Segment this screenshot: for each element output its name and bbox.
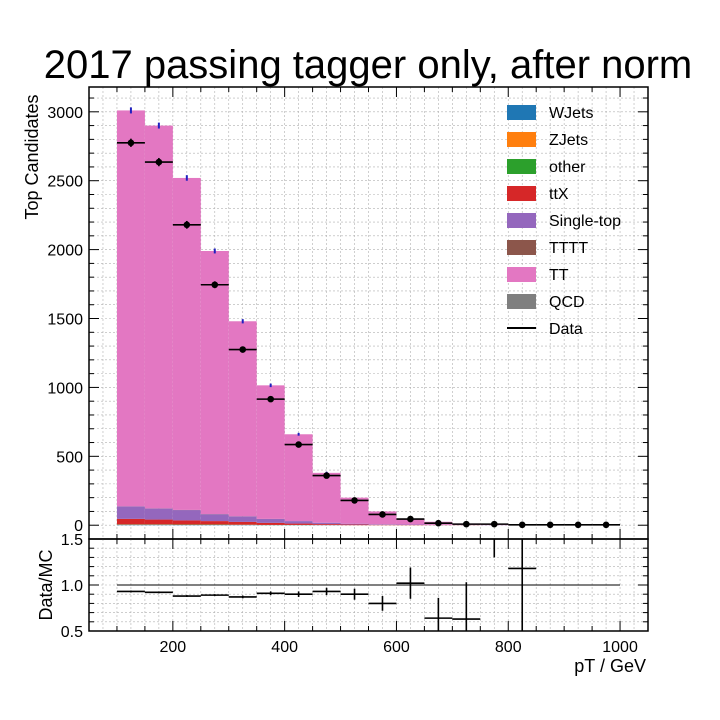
chart-title: 2017 passing tagger only, after norm <box>44 43 693 87</box>
bar-tt <box>200 250 229 515</box>
ratio-y-tick-label: 1.0 <box>61 578 83 595</box>
bar-single-top <box>172 510 201 521</box>
main-stacked-bars <box>116 110 621 526</box>
main-data-points <box>116 138 621 529</box>
legend-swatch-wjets <box>507 105 536 120</box>
x-axis-label: pT / GeV <box>574 656 646 676</box>
data-point <box>518 521 526 529</box>
bar-tt <box>284 434 313 522</box>
data-point <box>183 221 191 229</box>
legend-label-tttt: TTTT <box>549 240 588 257</box>
main-y-tick-label: 2000 <box>47 243 83 260</box>
bar-ttx <box>312 524 341 526</box>
legend-swatch-qcd <box>507 294 536 309</box>
main-mc-uncertainty <box>129 107 328 474</box>
ratio-data-points <box>116 539 537 631</box>
bar-ttx <box>228 521 257 525</box>
bar-single-top <box>228 516 257 522</box>
bar-tt <box>116 110 145 507</box>
data-point <box>546 521 554 529</box>
main-y-ticks: 0 500 1000 1500 2000 2500 3000 <box>47 87 648 540</box>
data-point <box>435 519 442 527</box>
ratio-y-axis-label: Data/MC <box>36 549 56 620</box>
data-point <box>211 281 219 289</box>
legend-label-data: Data <box>549 321 583 338</box>
bar-tt <box>144 125 173 509</box>
main-y-tick-label: 3000 <box>47 105 83 122</box>
x-tick-label: 600 <box>383 639 410 656</box>
main-y-tick-label: 1000 <box>47 380 83 397</box>
legend-label-ttx: ttX <box>549 186 569 203</box>
legend-swatch-tttt <box>507 240 536 255</box>
bar-ttx <box>144 519 173 525</box>
legend-label-single-top: Single-top <box>549 213 621 230</box>
bar-tt <box>256 385 285 519</box>
data-point <box>127 139 135 147</box>
bar-single-top <box>200 514 229 522</box>
legend-label-wjets: WJets <box>549 105 593 122</box>
data-point <box>351 497 358 504</box>
data-point <box>239 346 247 353</box>
main-y-axis-label: Top Candidates <box>22 94 42 219</box>
data-point <box>323 472 330 479</box>
legend-label-other: other <box>549 159 586 176</box>
bar-single-top <box>256 519 285 523</box>
legend-label-tt: TT <box>549 267 569 284</box>
main-y-tick-label: 1500 <box>47 312 83 329</box>
data-point <box>379 511 386 518</box>
x-tick-label: 400 <box>271 639 298 656</box>
bar-tt <box>228 321 257 517</box>
ratio-y-tick-label: 1.5 <box>61 532 83 549</box>
x-tick-label: 800 <box>495 639 522 656</box>
x-tick-label: 1000 <box>602 639 638 656</box>
bar-single-top <box>312 522 341 525</box>
legend-swatch-zjets <box>507 132 536 147</box>
legend-swatch-other <box>507 159 536 174</box>
bar-tt <box>312 472 341 523</box>
bar-single-top <box>284 521 313 524</box>
legend-swatch-ttx <box>507 186 536 201</box>
bar-tt <box>172 177 201 510</box>
main-y-tick-label: 2500 <box>47 174 83 191</box>
x-tick-label: 200 <box>159 639 186 656</box>
data-point <box>463 520 470 528</box>
bar-ttx <box>340 524 369 526</box>
legend-swatch-tt <box>507 267 536 282</box>
bar-single-top <box>368 524 397 525</box>
legend-label-qcd: QCD <box>549 294 585 311</box>
bar-ttx <box>256 522 285 525</box>
bar-ttx <box>200 521 229 525</box>
data-point <box>574 521 582 529</box>
legend-swatch-single-top <box>507 213 536 228</box>
legend-label-zjets: ZJets <box>549 132 588 149</box>
data-point <box>155 158 163 166</box>
bar-ttx <box>284 523 313 525</box>
data-point <box>295 441 302 448</box>
bar-single-top <box>340 523 369 525</box>
data-point <box>602 521 610 529</box>
ratio-plot-frame <box>88 538 649 632</box>
main-y-tick-label: 500 <box>56 449 83 466</box>
data-point <box>490 520 498 528</box>
bar-single-top <box>116 506 145 519</box>
ratio-ticks: 0.5 1.0 1.5 200 400 600 800 1000 <box>61 532 648 656</box>
data-point <box>407 515 414 523</box>
bar-single-top <box>144 508 173 520</box>
bar-ttx <box>116 518 145 525</box>
legend: WJetsZJetsotherttXSingle-topTTTTTTQCDDat… <box>507 105 621 338</box>
main-y-tick-label: 0 <box>74 518 83 535</box>
data-point <box>267 395 274 403</box>
ratio-y-tick-label: 0.5 <box>61 624 83 641</box>
bar-ttx <box>172 520 201 525</box>
